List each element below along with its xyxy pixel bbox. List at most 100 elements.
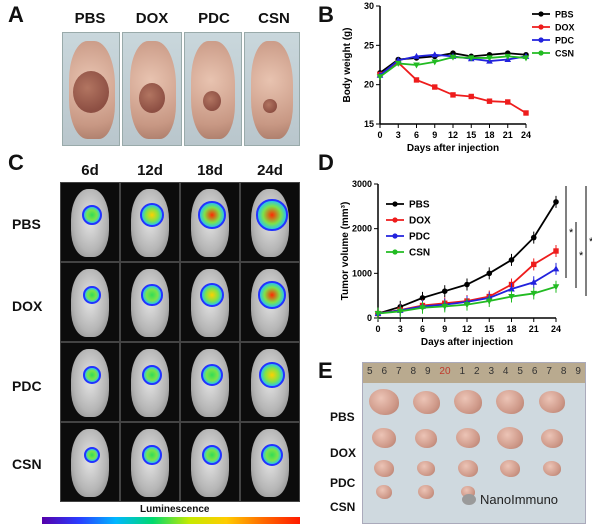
ruler-mark-5: 20	[439, 366, 451, 377]
luminescence-spot	[198, 201, 226, 229]
watermark-text: NanoImmuno	[480, 492, 559, 507]
panel-c-time-12d: 12d	[137, 162, 163, 179]
excised-tumor-pbs-4	[496, 390, 524, 414]
bli-image-dox-6d	[60, 262, 120, 342]
point-pdc-2	[413, 52, 420, 59]
mouse-photo-csn	[244, 32, 300, 146]
bli-image-pbs-6d	[60, 182, 120, 262]
significance-star-1: *	[579, 250, 584, 262]
excised-tumor-pdc-2	[417, 460, 435, 476]
bli-image-pdc-24d	[240, 342, 300, 422]
x-tick-label-5: 15	[466, 130, 476, 140]
legend-marker-csn	[538, 50, 544, 56]
ruler-mark-9: 4	[502, 366, 509, 377]
legend-marker-dox	[392, 217, 398, 223]
luminescence-spot	[141, 364, 163, 386]
x-tick-label-0: 0	[377, 130, 382, 140]
excised-tumor-dox-5	[541, 428, 563, 448]
legend-label-pbs: PBS	[555, 10, 574, 20]
point-dox-5	[468, 93, 474, 100]
panel-c-row-csn: CSN	[12, 456, 42, 472]
panel-a-label-csn: CSN	[258, 10, 290, 27]
tumor-volume-chart: 0 1000 2000 3000 0 3 6 9 12 15 18 21 24 Days after in…	[340, 179, 592, 348]
luminescence-spot	[260, 443, 284, 467]
x-tick-label-8: 24	[551, 324, 561, 334]
bli-image-csn-12d	[120, 422, 180, 502]
x-tick-label-8: 24	[521, 130, 531, 140]
panel-a-label-pdc: PDC	[198, 10, 230, 27]
legend-label-pdc: PDC	[555, 36, 575, 46]
y-tick-label-1: 1000	[352, 268, 372, 278]
luminescence-spot	[256, 199, 288, 231]
legend-label-dox: DOX	[555, 23, 575, 33]
panel-c-time-6d: 6d	[81, 162, 99, 179]
y-axis-label: Body weight (g)	[342, 28, 353, 103]
y-tick-label-3: 3000	[352, 179, 372, 189]
excised-tumor-dox-3	[456, 428, 480, 448]
x-tick-label-6: 18	[484, 130, 494, 140]
luminescence-spot	[259, 362, 285, 388]
x-tick-label-2: 6	[420, 324, 425, 334]
excised-tumor-dox-1	[372, 428, 396, 448]
luminescence-spot	[200, 283, 224, 307]
ruler-mark-7: 2	[473, 366, 480, 377]
bli-image-pdc-18d	[180, 342, 240, 422]
x-axis-label: Days after injection	[407, 143, 499, 154]
y-tick-label-0: 15	[364, 119, 374, 129]
wechat-icon	[462, 494, 476, 505]
legend-label-pdc: PDC	[409, 232, 430, 243]
excised-tumor-csn-1	[376, 485, 392, 499]
bli-image-dox-24d	[240, 262, 300, 342]
bli-image-pdc-6d	[60, 342, 120, 422]
excised-tumor-pdc-3	[458, 459, 478, 477]
panel-letter-d: D	[318, 150, 334, 175]
panel-c-time-18d: 18d	[197, 162, 223, 179]
point-dox-8	[523, 110, 529, 116]
bli-image-dox-18d	[180, 262, 240, 342]
point-pdc-3	[431, 51, 439, 58]
panel-a-label-pbs: PBS	[74, 10, 106, 27]
point-csn-0	[374, 311, 382, 318]
x-axis-label: Days after injection	[421, 337, 513, 348]
mouse-photo-dox	[122, 32, 182, 146]
luminescence-spot	[140, 203, 164, 227]
panel-letter-a: A	[8, 2, 24, 27]
point-csn-7	[530, 290, 538, 297]
x-tick-label-4: 12	[448, 130, 458, 140]
panel-letter-c: C	[8, 150, 24, 175]
point-csn-8	[522, 55, 530, 62]
bli-image-csn-6d	[60, 422, 120, 502]
excised-tumor-csn-2	[418, 485, 434, 499]
legend-marker-dox	[538, 24, 544, 30]
bioluminescence-grid	[60, 182, 302, 502]
ruler-mark-6: 1	[459, 366, 466, 377]
point-pbs-6	[508, 257, 515, 263]
x-tick-label-7: 21	[503, 130, 513, 140]
panel-c-row-pdc: PDC	[12, 378, 42, 394]
point-csn-6	[508, 294, 515, 301]
significance-star-0: *	[569, 227, 574, 239]
panel-e-row-pbs: PBS	[330, 410, 355, 424]
bli-image-pbs-24d	[240, 182, 300, 262]
mouse-photo-pdc	[184, 32, 242, 146]
x-tick-label-0: 0	[375, 324, 380, 334]
x-tick-label-4: 12	[462, 324, 472, 334]
point-dox-2	[413, 77, 420, 83]
point-pbs-8	[553, 199, 559, 205]
point-csn-4	[463, 302, 471, 309]
point-pbs-5	[486, 270, 493, 277]
point-csn-2	[419, 305, 426, 312]
point-pbs-4	[464, 281, 470, 288]
point-csn-5	[467, 55, 475, 62]
point-csn-1	[394, 60, 402, 67]
panel-a-label-dox: DOX	[135, 10, 169, 27]
luminescence-spot	[83, 446, 101, 464]
tumor-dox	[139, 83, 165, 113]
mouse-photo-pbs	[62, 32, 120, 146]
ruler-mark-11: 6	[531, 366, 538, 377]
x-tick-label-1: 3	[396, 130, 401, 140]
bli-image-pbs-18d	[180, 182, 240, 262]
ruler-mark-8: 3	[488, 366, 494, 377]
luminescence-spot	[200, 363, 224, 387]
y-tick-label-2: 25	[364, 40, 374, 50]
